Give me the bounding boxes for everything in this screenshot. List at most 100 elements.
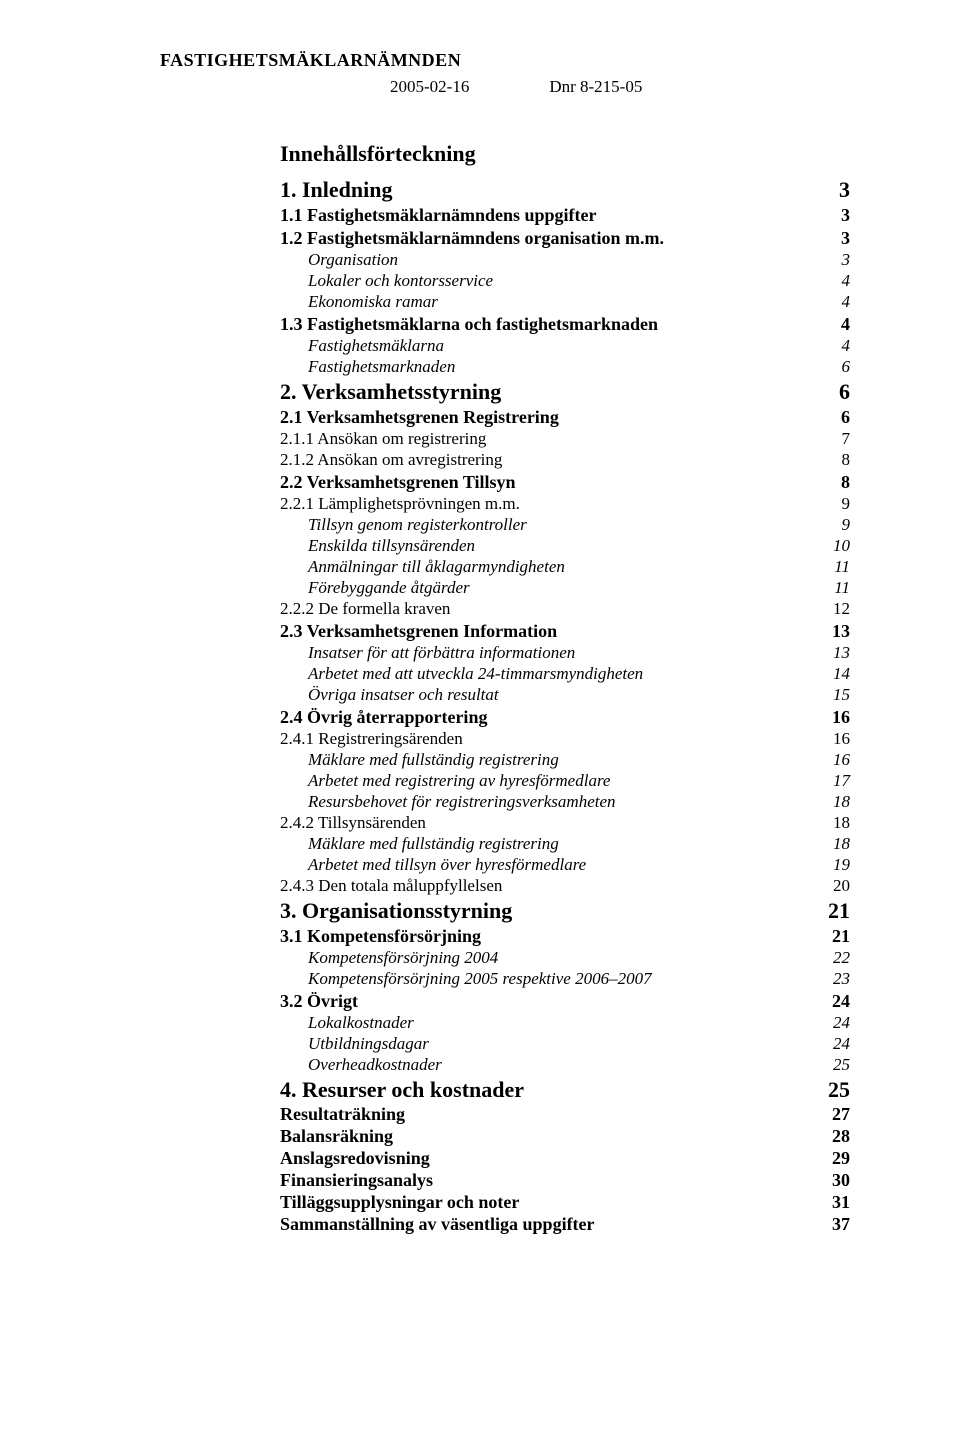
- toc-entry-page: 18: [810, 813, 850, 833]
- header-date: 2005-02-16: [390, 77, 469, 97]
- toc-title-label: Innehållsförteckning: [280, 141, 476, 167]
- toc-entry: 3.1 Kompetensförsörjning21: [280, 926, 850, 947]
- toc-entry-label: Mäklare med fullständig registrering: [280, 834, 810, 854]
- header-dnr: Dnr 8-215-05: [549, 77, 642, 97]
- toc-entry-page: 4: [810, 314, 850, 335]
- toc-entry: Organisation3: [280, 250, 850, 270]
- toc-entry-label: Lokaler och kontorsservice: [280, 271, 810, 291]
- toc-entry-page: 6: [810, 379, 850, 405]
- toc-body: 1. Inledning31.1 Fastighetsmäklarnämnden…: [280, 177, 850, 1235]
- toc-entry-page: 25: [810, 1077, 850, 1103]
- toc-entry-label: 2.2.1 Lämplighetsprövningen m.m.: [280, 494, 810, 514]
- toc-entry-page: 14: [810, 664, 850, 684]
- toc-entry-label: Insatser för att förbättra informationen: [280, 643, 810, 663]
- toc-entry: 4. Resurser och kostnader25: [280, 1077, 850, 1103]
- toc-entry-label: 1.2 Fastighetsmäklarnämndens organisatio…: [280, 228, 810, 249]
- toc-entry: Tilläggsupplysningar och noter31: [280, 1192, 850, 1213]
- toc-entry-page: 24: [810, 991, 850, 1012]
- toc-entry-label: Anmälningar till åklagarmyndigheten: [280, 557, 810, 577]
- toc-entry-page: 29: [810, 1148, 850, 1169]
- toc-title: Innehållsförteckning: [280, 141, 850, 167]
- toc-entry-page: 18: [810, 792, 850, 812]
- toc-entry-label: Resursbehovet för registreringsverksamhe…: [280, 792, 810, 812]
- toc-entry: Kompetensförsörjning 200422: [280, 948, 850, 968]
- toc-entry: Övriga insatser och resultat15: [280, 685, 850, 705]
- toc-entry-page: 3: [810, 228, 850, 249]
- toc-entry-page: 8: [810, 472, 850, 493]
- org-name: FASTIGHETSMÄKLARNÄMNDEN: [160, 50, 850, 71]
- toc-entry: Arbetet med registrering av hyresförmedl…: [280, 771, 850, 791]
- toc-entry-page: 13: [810, 621, 850, 642]
- toc-entry: 1. Inledning3: [280, 177, 850, 203]
- toc-entry: Resursbehovet för registreringsverksamhe…: [280, 792, 850, 812]
- toc-entry-page: 28: [810, 1126, 850, 1147]
- toc-entry-label: 2.4.3 Den totala måluppfyllelsen: [280, 876, 810, 896]
- toc-entry-page: 23: [810, 969, 850, 989]
- toc-entry: Enskilda tillsynsärenden10: [280, 536, 850, 556]
- toc-entry-page: 3: [810, 205, 850, 226]
- toc-entry-label: Förebyggande åtgärder: [280, 578, 810, 598]
- toc-entry-label: 2.4.1 Registreringsärenden: [280, 729, 810, 749]
- toc-entry-label: 2.2 Verksamhetsgrenen Tillsyn: [280, 472, 810, 493]
- toc-entry-label: Tilläggsupplysningar och noter: [280, 1192, 810, 1213]
- toc-entry-label: 2. Verksamhetsstyrning: [280, 379, 810, 405]
- toc-entry: Lokaler och kontorsservice4: [280, 271, 850, 291]
- toc-entry: 2.2.2 De formella kraven12: [280, 599, 850, 619]
- toc-entry: 1.1 Fastighetsmäklarnämndens uppgifter3: [280, 205, 850, 226]
- toc-entry-page: 21: [810, 926, 850, 947]
- toc-entry-page: 9: [810, 494, 850, 514]
- toc-entry-label: Kompetensförsörjning 2005 respektive 200…: [280, 969, 810, 989]
- toc-entry: Fastighetsmäklarna4: [280, 336, 850, 356]
- toc-entry: Finansieringsanalys30: [280, 1170, 850, 1191]
- toc-entry-page: 16: [810, 750, 850, 770]
- toc-entry-page: 6: [810, 357, 850, 377]
- toc-entry: Overheadkostnader25: [280, 1055, 850, 1075]
- toc-entry: 2.1.2 Ansökan om avregistrering8: [280, 450, 850, 470]
- toc-entry-label: Mäklare med fullständig registrering: [280, 750, 810, 770]
- toc-entry-label: 3. Organisationsstyrning: [280, 898, 810, 924]
- toc-entry: 2.1.1 Ansökan om registrering7: [280, 429, 850, 449]
- toc-entry-page: 16: [810, 729, 850, 749]
- toc-entry: Tillsyn genom registerkontroller9: [280, 515, 850, 535]
- toc-entry-page: 4: [810, 292, 850, 312]
- toc-entry-page: 7: [810, 429, 850, 449]
- toc-entry-page: 8: [810, 450, 850, 470]
- toc-entry-label: 2.2.2 De formella kraven: [280, 599, 810, 619]
- toc-entry-page: 17: [810, 771, 850, 791]
- toc-entry-label: Arbetet med att utveckla 24-timmarsmyndi…: [280, 664, 810, 684]
- document-page: FASTIGHETSMÄKLARNÄMNDEN 2005-02-16 Dnr 8…: [0, 0, 960, 1295]
- toc-entry-label: Overheadkostnader: [280, 1055, 810, 1075]
- toc-entry: 2.4.1 Registreringsärenden16: [280, 729, 850, 749]
- toc-entry: 2.3 Verksamhetsgrenen Information13: [280, 621, 850, 642]
- toc-entry-label: Arbetet med tillsyn över hyresförmedlare: [280, 855, 810, 875]
- toc-entry-page: 24: [810, 1013, 850, 1033]
- toc-entry-label: Arbetet med registrering av hyresförmedl…: [280, 771, 810, 791]
- toc-entry: 2.4 Övrig återrapportering16: [280, 707, 850, 728]
- toc-entry-page: 6: [810, 407, 850, 428]
- toc-entry: Anmälningar till åklagarmyndigheten11: [280, 557, 850, 577]
- toc-entry-label: Kompetensförsörjning 2004: [280, 948, 810, 968]
- toc-entry: Mäklare med fullständig registrering16: [280, 750, 850, 770]
- toc-entry-page: 13: [810, 643, 850, 663]
- toc-entry-page: 10: [810, 536, 850, 556]
- toc-entry-label: Ekonomiska ramar: [280, 292, 810, 312]
- toc-entry-page: 12: [810, 599, 850, 619]
- toc-entry: Lokalkostnader24: [280, 1013, 850, 1033]
- toc-entry-label: Fastighetsmäklarna: [280, 336, 810, 356]
- toc-entry-page: 20: [810, 876, 850, 896]
- toc-entry-label: 1.1 Fastighetsmäklarnämndens uppgifter: [280, 205, 810, 226]
- toc-entry-page: 31: [810, 1192, 850, 1213]
- toc-entry: 2.2 Verksamhetsgrenen Tillsyn8: [280, 472, 850, 493]
- toc-entry-page: 11: [810, 557, 850, 577]
- toc-entry-label: Anslagsredovisning: [280, 1148, 810, 1169]
- toc-entry: Mäklare med fullständig registrering18: [280, 834, 850, 854]
- toc-entry-label: 3.1 Kompetensförsörjning: [280, 926, 810, 947]
- toc-entry-label: 2.1 Verksamhetsgrenen Registrering: [280, 407, 810, 428]
- toc-content: Innehållsförteckning 1. Inledning31.1 Fa…: [160, 141, 850, 1235]
- toc-entry: 2.4.3 Den totala måluppfyllelsen20: [280, 876, 850, 896]
- toc-entry-label: 2.1.2 Ansökan om avregistrering: [280, 450, 810, 470]
- toc-entry: Anslagsredovisning29: [280, 1148, 850, 1169]
- toc-entry-page: 11: [810, 578, 850, 598]
- header-meta: 2005-02-16 Dnr 8-215-05: [160, 77, 850, 97]
- toc-entry-label: Övriga insatser och resultat: [280, 685, 810, 705]
